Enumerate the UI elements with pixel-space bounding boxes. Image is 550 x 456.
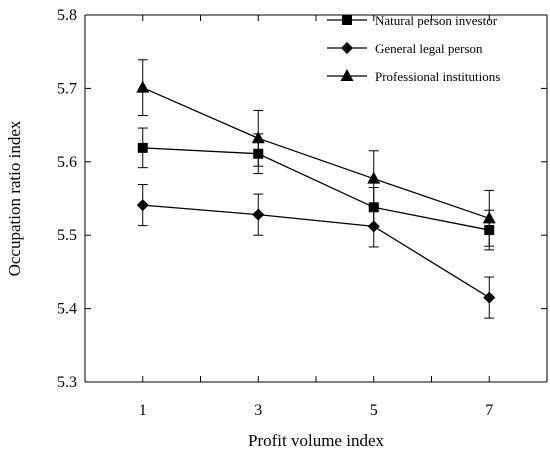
data-point xyxy=(252,208,265,221)
data-point xyxy=(367,220,380,233)
data-point xyxy=(137,142,148,153)
y-tick-label: 5.7 xyxy=(57,80,77,97)
legend-label: Professional institutions xyxy=(375,69,500,84)
series-line xyxy=(142,204,490,299)
series-line xyxy=(142,147,490,231)
x-tick-label: 7 xyxy=(485,402,493,419)
y-tick-label: 5.6 xyxy=(57,154,77,171)
x-axis-title: Profit volume index xyxy=(248,431,384,450)
y-tick-label: 5.3 xyxy=(57,374,77,391)
legend-label: General legal person xyxy=(375,41,483,56)
y-tick-label: 5.5 xyxy=(57,227,77,244)
data-point xyxy=(251,131,265,144)
axes: 5.3 5.4 5.5 5.6 5.7 5.8 1 3 5 7 xyxy=(57,7,548,419)
x-tick-label: 3 xyxy=(254,402,262,419)
series-layer xyxy=(136,59,496,319)
x-tick-label: 5 xyxy=(370,402,378,419)
legend-label: Natural person investor xyxy=(375,13,498,28)
series-square xyxy=(137,127,495,251)
x-tick-label: 1 xyxy=(139,402,147,419)
data-point xyxy=(136,199,149,212)
series-diamond xyxy=(136,184,496,319)
y-tick-label: 5.4 xyxy=(57,301,77,318)
legend-item: Professional institutions xyxy=(327,69,500,84)
y-axis-title: Occupation ratio index xyxy=(5,120,24,276)
legend-item: General legal person xyxy=(327,41,483,56)
data-point xyxy=(136,80,150,93)
data-point xyxy=(482,211,496,224)
legend-marker xyxy=(341,42,353,54)
y-tick-label: 5.8 xyxy=(57,7,77,24)
data-point xyxy=(483,291,496,304)
legend-item: Natural person investor xyxy=(327,13,498,28)
legend-marker xyxy=(340,69,354,81)
data-point xyxy=(367,171,381,184)
legend-marker xyxy=(342,15,352,25)
series-line xyxy=(142,87,490,219)
legend: Natural person investor General legal per… xyxy=(327,13,500,84)
series-triangle xyxy=(136,59,496,247)
